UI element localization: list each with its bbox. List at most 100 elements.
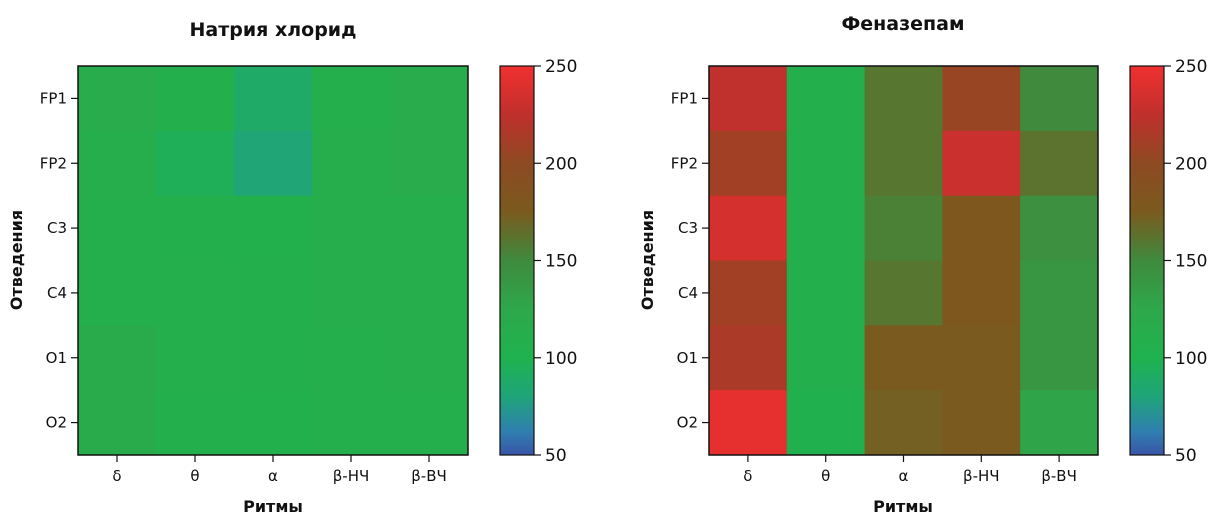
heatmap-cell bbox=[1020, 195, 1099, 261]
heatmap-cell bbox=[156, 130, 235, 197]
x-tick-label: α bbox=[899, 467, 909, 485]
heatmap-cell bbox=[709, 130, 788, 197]
heatmap-cell bbox=[709, 390, 788, 456]
y-axis-ticks: FP1 FP2 C3 C4 O1 O2 bbox=[40, 89, 78, 432]
chart-title: Натрия хлорид bbox=[190, 19, 357, 41]
heatmap-cell bbox=[390, 390, 469, 456]
y-tick-label: O1 bbox=[46, 349, 67, 367]
heatmap-panel-phenazepam: Феназепам FP1 FP2 C3 C4 O1 O2 δ θ α β-НЧ β-ВЧ Отв… bbox=[638, 13, 1207, 516]
heatmap-cell bbox=[709, 260, 788, 326]
x-tick-label: β-ВЧ bbox=[411, 467, 447, 485]
heatmap-cell bbox=[156, 325, 235, 391]
heatmap-panel-natrium-chloride: Натрия хлорид FP1 FP2 C3 C4 O1 O2 δ θ α β-НЧ β-ВЧ… bbox=[7, 19, 577, 516]
heatmap-cell bbox=[709, 325, 788, 391]
x-tick-label: δ bbox=[112, 467, 121, 485]
heatmap-cell bbox=[78, 66, 157, 132]
colorbar-tick-label: 250 bbox=[545, 57, 577, 77]
colorbar-tick-label: 150 bbox=[1175, 252, 1207, 272]
colorbar-tick-label: 50 bbox=[1175, 446, 1197, 466]
heatmap-cell bbox=[78, 390, 157, 456]
heatmap-cell bbox=[1020, 390, 1099, 456]
heatmap-cell bbox=[942, 390, 1021, 456]
heatmap-cells bbox=[709, 66, 1099, 456]
heatmap-cell bbox=[786, 390, 866, 456]
y-tick-label: O2 bbox=[46, 414, 67, 432]
heatmap-cell bbox=[709, 66, 788, 132]
heatmap-cell bbox=[786, 195, 866, 261]
heatmap-cell bbox=[156, 260, 235, 326]
x-axis-label: Ритмы bbox=[243, 497, 303, 516]
colorbar-tick-label: 100 bbox=[1175, 349, 1207, 369]
heatmap-cell bbox=[786, 260, 866, 326]
heatmap-cell bbox=[312, 325, 391, 391]
y-tick-label: FP1 bbox=[671, 89, 698, 107]
heatmap-cell bbox=[942, 260, 1021, 326]
heatmap-cell bbox=[786, 130, 866, 197]
colorbar: 50 100 150 200 250 bbox=[1129, 57, 1207, 466]
colorbar-tick-label: 150 bbox=[545, 252, 577, 272]
colorbar-tick-label: 100 bbox=[545, 349, 577, 369]
colorbar: 50 100 150 200 250 bbox=[499, 57, 577, 466]
heatmap-cell bbox=[312, 390, 391, 456]
y-axis-label: Отведения bbox=[638, 210, 657, 310]
heatmap-cell bbox=[78, 130, 157, 197]
heatmap-cell bbox=[942, 66, 1021, 132]
heatmap-cell bbox=[864, 66, 943, 132]
heatmap-cell bbox=[709, 195, 788, 261]
heatmap-cell bbox=[312, 130, 391, 197]
x-tick-label: δ bbox=[743, 467, 752, 485]
colorbar-ticks: 50 100 150 200 250 bbox=[534, 57, 577, 466]
heatmap-cell bbox=[942, 195, 1021, 261]
colorbar-tick-label: 50 bbox=[545, 446, 567, 466]
heatmap-cell bbox=[864, 390, 943, 456]
heatmap-cell bbox=[786, 66, 866, 132]
heatmap-cell bbox=[864, 130, 943, 197]
heatmap-cell bbox=[942, 325, 1021, 391]
heatmap-cell bbox=[156, 66, 235, 132]
heatmap-cell bbox=[942, 130, 1021, 197]
heatmap-cell bbox=[390, 260, 469, 326]
heatmap-cell bbox=[234, 260, 313, 326]
x-tick-label: β-НЧ bbox=[963, 467, 1000, 485]
heatmap-cell bbox=[234, 66, 313, 132]
heatmap-cell bbox=[1020, 260, 1099, 326]
heatmap-cell bbox=[234, 390, 313, 456]
heatmap-cell bbox=[78, 325, 157, 391]
heatmap-cell bbox=[156, 195, 235, 261]
heatmap-cell bbox=[1020, 130, 1099, 197]
x-axis-ticks: δ θ α β-НЧ β-ВЧ bbox=[112, 455, 447, 485]
heatmap-cell bbox=[390, 325, 469, 391]
y-tick-label: O1 bbox=[677, 349, 698, 367]
heatmap-cell bbox=[1020, 325, 1099, 391]
y-tick-label: C4 bbox=[47, 284, 67, 302]
x-tick-label: β-ВЧ bbox=[1041, 467, 1077, 485]
heatmap-cell bbox=[78, 260, 157, 326]
heatmap-cell bbox=[786, 325, 866, 391]
x-axis-ticks: δ θ α β-НЧ β-ВЧ bbox=[743, 455, 1077, 485]
colorbar-ticks: 50 100 150 200 250 bbox=[1164, 57, 1207, 466]
heatmap-cell bbox=[312, 260, 391, 326]
x-tick-label: θ bbox=[821, 467, 830, 485]
x-tick-label: α bbox=[268, 467, 278, 485]
colorbar-gradient bbox=[1129, 65, 1165, 456]
colorbar-tick-label: 250 bbox=[1175, 57, 1207, 77]
heatmap-cell bbox=[312, 195, 391, 261]
y-tick-label: FP2 bbox=[671, 154, 698, 172]
heatmap-cell bbox=[390, 130, 469, 197]
colorbar-tick-label: 200 bbox=[545, 154, 577, 174]
heatmap-cell bbox=[78, 195, 157, 261]
heatmap-cell bbox=[1020, 66, 1099, 132]
colorbar-gradient bbox=[499, 65, 535, 456]
heatmap-cell bbox=[156, 390, 235, 456]
heatmap-cell bbox=[864, 260, 943, 326]
y-tick-label: FP2 bbox=[40, 154, 67, 172]
colorbar-tick-label: 200 bbox=[1175, 154, 1207, 174]
x-axis-label: Ритмы bbox=[873, 497, 933, 516]
heatmap-cell bbox=[390, 66, 469, 132]
y-tick-label: C4 bbox=[678, 284, 698, 302]
heatmap-cell bbox=[390, 195, 469, 261]
heatmap-cell bbox=[234, 130, 313, 197]
y-tick-label: C3 bbox=[47, 219, 67, 237]
y-tick-label: C3 bbox=[678, 219, 698, 237]
